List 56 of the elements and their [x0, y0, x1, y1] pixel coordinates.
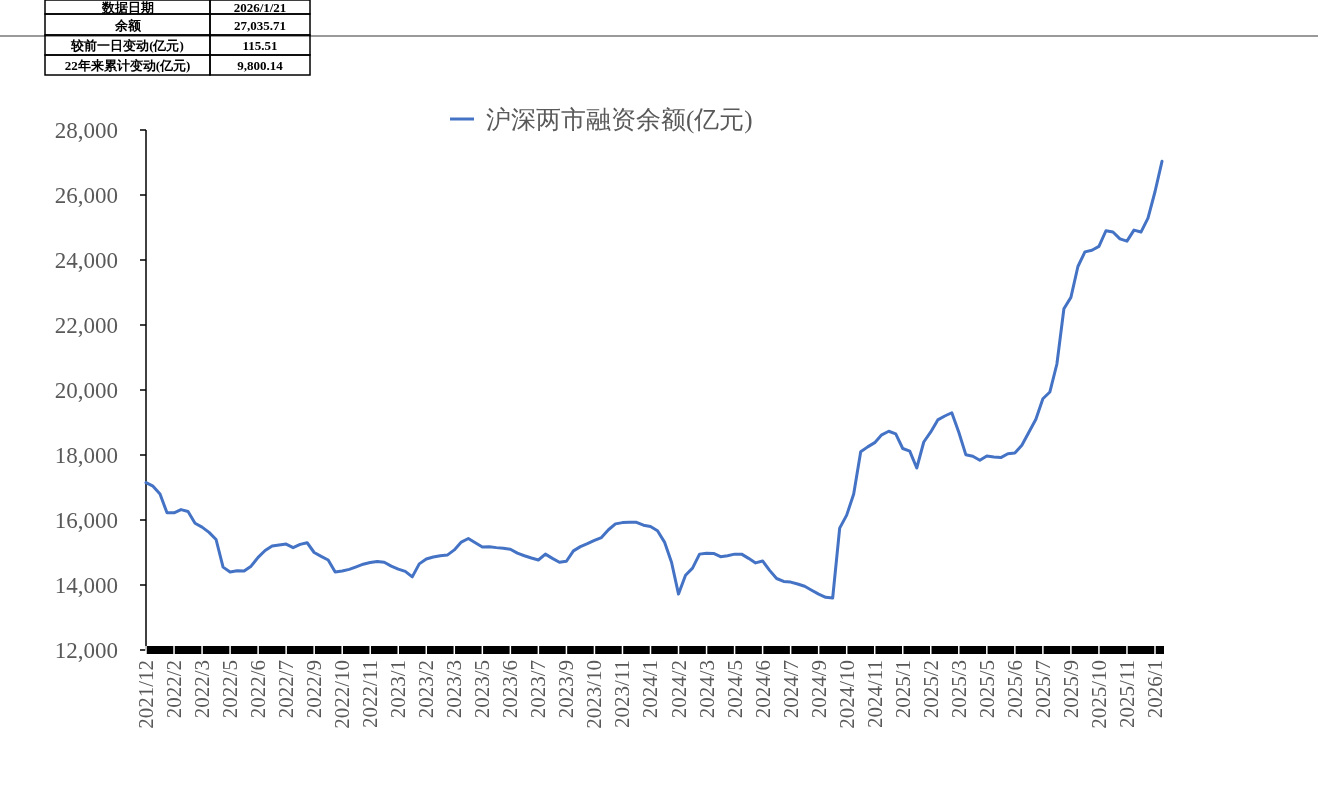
x-tick-label: 2024/11 [862, 660, 887, 729]
x-tick-label: 2023/7 [526, 660, 551, 719]
x-tick-label: 2025/9 [1058, 660, 1083, 719]
x-tick-label: 2025/5 [974, 660, 999, 719]
x-tick-label: 2021/12 [134, 660, 158, 729]
x-tick-label: 2022/3 [190, 660, 215, 719]
x-tick-label: 2023/9 [554, 660, 579, 719]
x-tick-label: 2023/1 [386, 660, 411, 719]
x-tick-label: 2024/6 [750, 660, 775, 719]
y-tick-label: 20,000 [54, 378, 118, 403]
x-tick-label: 2024/2 [666, 660, 691, 719]
x-tick-label: 2022/2 [162, 660, 187, 719]
x-tick-label: 2023/10 [582, 660, 607, 729]
x-tick-label: 2023/2 [414, 660, 439, 719]
line-series [144, 159, 1164, 600]
x-tick-label: 2025/11 [1114, 660, 1139, 729]
x-tick-label: 2025/6 [1002, 660, 1027, 719]
x-tick-label: 2024/7 [778, 660, 803, 719]
x-tick-label: 2023/11 [610, 660, 635, 729]
y-tick-label: 16,000 [54, 508, 118, 533]
text: 22年来累计变动(亿元) [64, 58, 191, 73]
text: 较前一日变动(亿元) [70, 38, 184, 53]
x-tick-label: 2025/10 [1086, 660, 1111, 729]
x-tick-label: 2023/6 [498, 660, 523, 719]
x-tick-label: 2022/5 [218, 660, 243, 719]
text: 数据日期 [100, 0, 154, 15]
text: 2026/1/21 [233, 0, 287, 15]
text: 9,800.14 [237, 58, 284, 73]
legend-label: 沪深两市融资余额(亿元) [486, 106, 753, 134]
y-tick-label: 18,000 [54, 443, 118, 468]
x-tick-label: 2024/10 [834, 660, 859, 729]
x-tick-label: 2022/11 [358, 660, 383, 729]
y-tick-label: 14,000 [54, 573, 118, 598]
y-tick-label: 12,000 [54, 638, 118, 663]
y-tick-label: 22,000 [54, 313, 118, 338]
x-tick-label: 2026/1 [1142, 660, 1167, 719]
x-tick-label: 2025/3 [946, 660, 971, 719]
text: 115.51 [242, 38, 278, 53]
x-tick-label: 2022/7 [274, 660, 299, 719]
x-tick-label: 2023/3 [442, 660, 467, 719]
y-tick-label: 24,000 [54, 248, 118, 273]
x-tick-label: 2024/3 [694, 660, 719, 719]
text: 余额 [113, 17, 142, 33]
x-tick-label: 2024/5 [722, 660, 747, 719]
x-tick-label: 2023/5 [470, 660, 495, 719]
x-tick-label: 2024/9 [806, 660, 831, 719]
y-tick-label: 26,000 [54, 183, 118, 208]
x-tick-label: 2024/1 [638, 660, 663, 719]
text: 27,035.71 [234, 17, 286, 33]
x-tick-label: 2022/9 [302, 660, 327, 719]
y-tick-label: 28,000 [54, 118, 118, 143]
x-tick-label: 2025/1 [890, 660, 915, 719]
x-tick-label: 2022/10 [330, 660, 355, 729]
x-tick-label: 2025/7 [1030, 660, 1055, 719]
x-tick-label: 2022/6 [246, 660, 271, 719]
x-tick-label: 2025/2 [918, 660, 943, 719]
